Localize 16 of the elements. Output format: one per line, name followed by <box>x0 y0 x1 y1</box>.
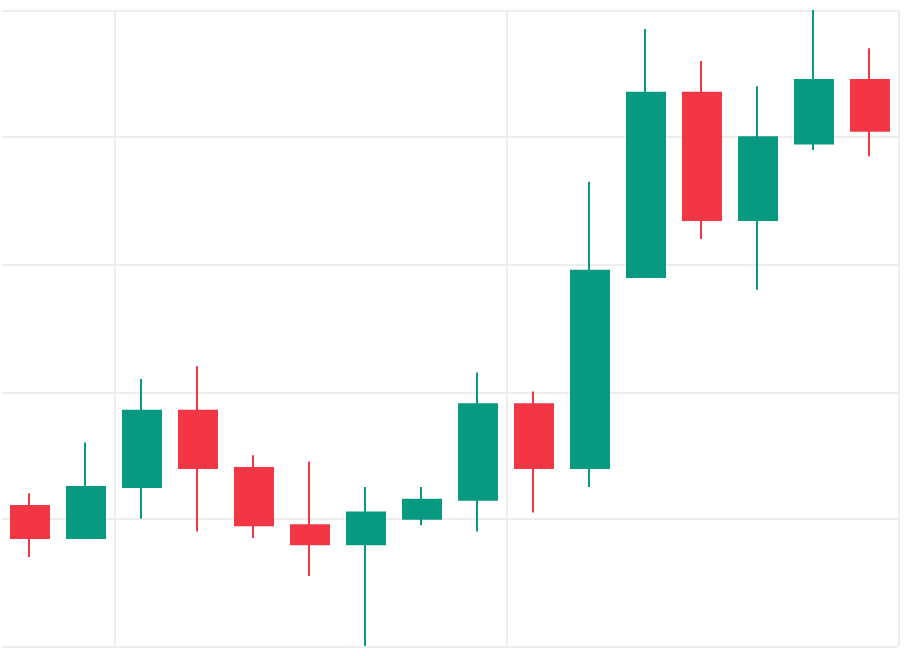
candlestick <box>514 390 554 514</box>
candlestick <box>682 59 722 240</box>
candlestick <box>794 9 834 151</box>
candlestick <box>10 492 50 558</box>
candlestick <box>402 486 442 527</box>
candlestick <box>290 460 330 578</box>
candlestick <box>122 377 162 520</box>
candlestick <box>570 180 610 488</box>
candlestick <box>458 371 498 533</box>
candlestick <box>66 441 106 539</box>
candlestick <box>626 28 666 279</box>
candlestick <box>738 85 778 291</box>
candlestick <box>234 454 274 539</box>
candlestick <box>346 486 386 647</box>
candlestick <box>850 47 890 158</box>
candlestick <box>178 365 218 533</box>
